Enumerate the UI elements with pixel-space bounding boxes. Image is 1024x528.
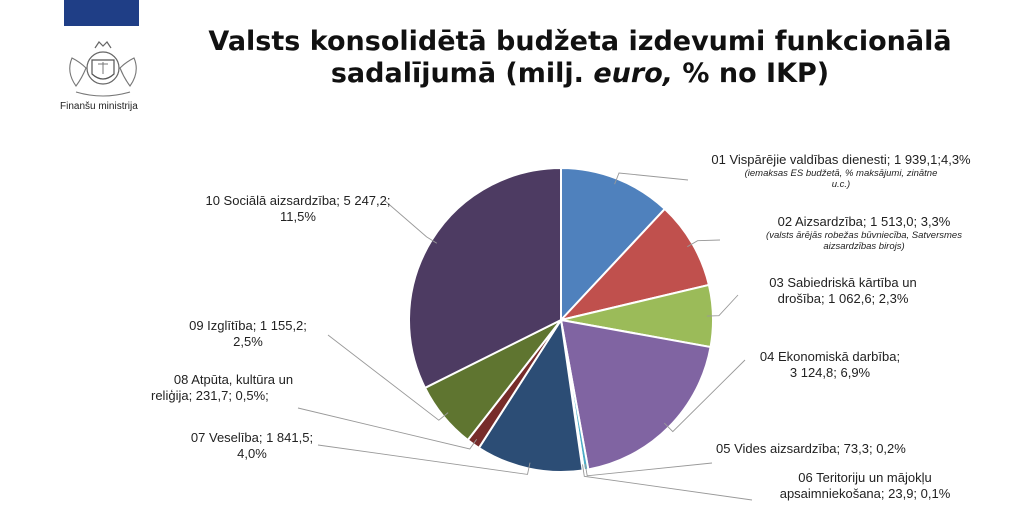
leader-line-02 <box>687 239 721 248</box>
label-s09: 09 Izglītība; 1 155,2; 2,5% <box>168 318 328 350</box>
label-s06: 06 Teritoriju un mājokļu apsaimniekošana… <box>740 470 990 502</box>
label-s09-line-1: 09 Izglītība; 1 155,2; <box>189 318 307 333</box>
leader-line-05 <box>584 462 713 477</box>
label-s04-line-1: 04 Ekonomiskā darbība; <box>759 349 901 364</box>
label-s02: 02 Aizsardzība; 1 513,0; 3,3% (valsts ār… <box>720 214 1008 252</box>
label-s04-line-2: 3 124,8; 6,9% <box>789 365 871 380</box>
leader-line-09 <box>327 334 449 421</box>
chart-title: Valsts konsolidētā budžeta izdevumi funk… <box>160 26 1000 90</box>
label-s10-line-2: 11,5% <box>280 209 316 224</box>
title-line-1: Valsts konsolidētā budžeta izdevumi funk… <box>208 26 952 57</box>
leader-line-07 <box>317 444 531 475</box>
label-s09-line-2: 2,5% <box>233 334 263 349</box>
label-s07: 07 Veselība; 1 841,5; 4,0% <box>172 430 332 462</box>
label-s08: 08 Atpūta, kultūra un reliģija; 231,7; 0… <box>151 372 351 404</box>
label-s01-note-2: u.c.) <box>831 179 851 190</box>
label-s10: 10 Sociālā aizsardzība; 5 247,2; 11,5% <box>178 193 418 225</box>
label-s01-text: 01 Vispārējie valdības dienesti; 1 939,1… <box>711 152 971 167</box>
ministry-name: Finanšu ministrija <box>60 101 138 112</box>
label-s04: 04 Ekonomiskā darbība; 3 124,8; 6,9% <box>740 349 920 381</box>
label-s07-line-2: 4,0% <box>237 446 267 461</box>
leader-line-06 <box>582 464 753 501</box>
label-s02-note-2: aizsardzības birojs) <box>823 241 905 252</box>
label-s08-line-2: reliģija; 231,7; 0,5%; <box>151 388 269 403</box>
label-s01: 01 Vispārējie valdības dienesti; 1 939,1… <box>676 152 1006 190</box>
leader-line-08 <box>297 407 478 450</box>
leader-line-03 <box>706 294 739 317</box>
label-s08-line-1: 08 Atpūta, kultūra un <box>173 372 294 387</box>
label-s02-text: 02 Aizsardzība; 1 513,0; 3,3% <box>777 214 951 229</box>
label-s05: 05 Vides aizsardzība; 73,3; 0,2% <box>716 441 976 457</box>
label-s05-text: 05 Vides aizsardzība; 73,3; 0,2% <box>716 441 906 456</box>
label-s03: 03 Sabiedriskā kārtība un drošība; 1 062… <box>748 275 938 307</box>
flag-stripe <box>64 0 139 26</box>
label-s03-line-2: drošība; 1 062,6; 2,3% <box>777 291 909 306</box>
label-s06-line-1: 06 Teritoriju un mājokļu <box>798 470 932 485</box>
title-line-2: sadalījumā (milj. euro, % no IKP) <box>330 58 830 89</box>
coat-of-arms-icon <box>69 41 137 97</box>
label-s02-note-1: (valsts ārējās robežas būvniecība, Satve… <box>766 230 962 241</box>
leader-line-04 <box>663 359 746 433</box>
label-s03-line-1: 03 Sabiedriskā kārtība un <box>769 275 917 290</box>
leader-line-10 <box>383 199 438 244</box>
label-s01-note-1: (iemaksas ES budžetā, % maksājumi, zināt… <box>744 168 938 179</box>
leader-line-01 <box>614 172 689 185</box>
label-s06-line-2: apsaimniekošana; 23,9; 0,1% <box>779 486 951 501</box>
label-s10-line-1: 10 Sociālā aizsardzība; 5 247,2; <box>205 193 391 208</box>
label-s07-line-1: 07 Veselība; 1 841,5; <box>190 430 314 445</box>
